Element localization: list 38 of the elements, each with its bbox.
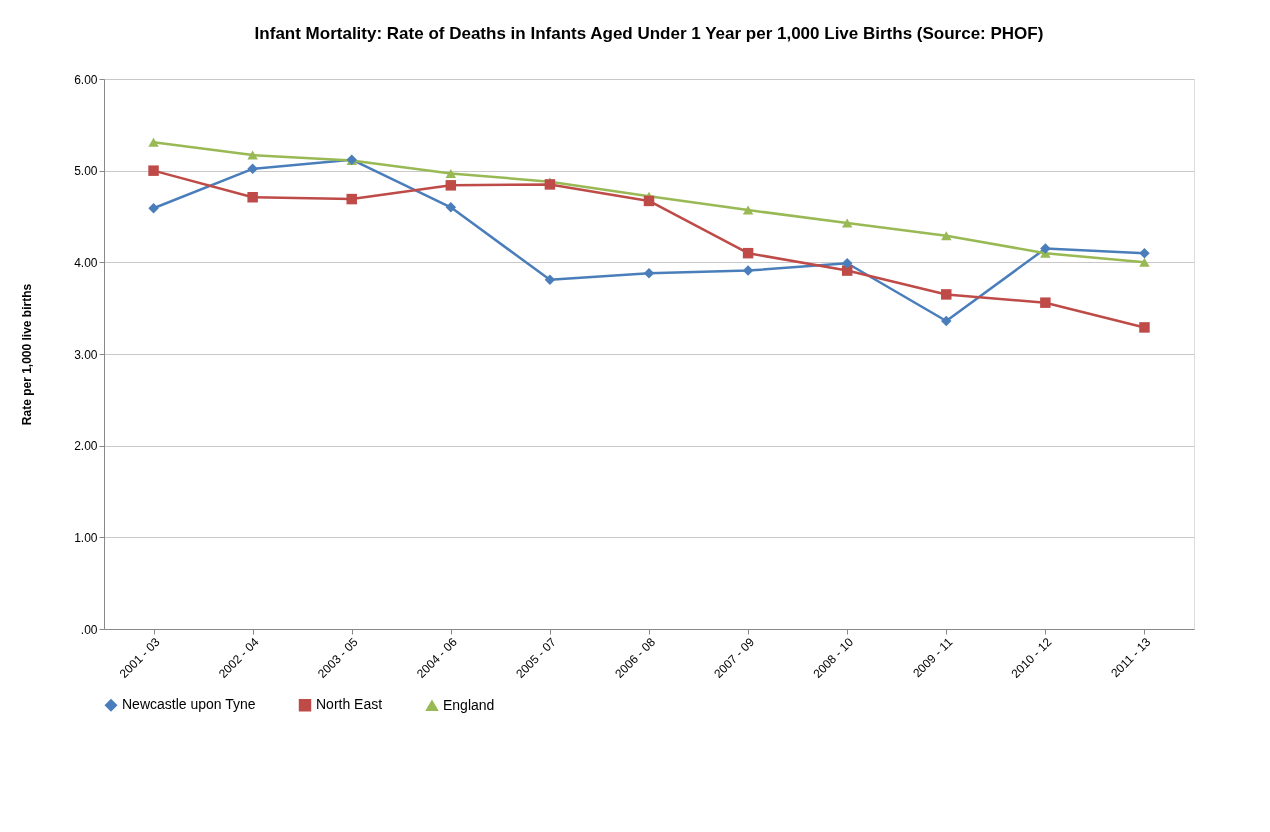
y-tick-label: .00 — [80, 622, 98, 637]
point — [247, 163, 258, 175]
point — [742, 247, 754, 259]
point — [643, 268, 655, 279]
legend-label: North East — [316, 696, 383, 713]
chart-title: Infant Mortality: Rate of Deaths in Infants Aged Under 1 Year per 1,000 Live Births (Source: PHOF) — [254, 24, 1044, 43]
point — [941, 231, 952, 241]
point — [1040, 243, 1051, 254]
point — [1139, 257, 1150, 267]
point — [841, 258, 853, 269]
point — [445, 168, 457, 178]
point — [841, 218, 853, 228]
point — [544, 274, 556, 285]
legend-label: Newcastle upon Tyne — [122, 696, 256, 713]
y-tick-label: 1.00 — [74, 530, 98, 545]
y-tick-label: 6.00 — [74, 72, 98, 87]
point — [1139, 322, 1150, 333]
point — [445, 180, 457, 191]
point — [148, 165, 159, 176]
point — [247, 192, 258, 203]
point — [941, 289, 952, 300]
point — [742, 265, 754, 276]
y-tick-label: 2.00 — [74, 439, 98, 454]
point — [742, 205, 754, 215]
legend-label: England — [443, 696, 495, 713]
y-tick-label: 3.00 — [74, 347, 98, 362]
point — [148, 137, 159, 147]
point — [148, 203, 159, 214]
y-tick-label: 5.00 — [74, 164, 98, 179]
y-axis-title: Rate per 1,000 live births — [20, 283, 35, 426]
point — [1139, 247, 1150, 259]
point — [643, 195, 655, 207]
y-tick-label: 4.00 — [74, 255, 98, 270]
point — [346, 193, 357, 205]
point — [247, 150, 258, 160]
point — [941, 315, 952, 327]
point — [445, 202, 457, 213]
point — [1040, 297, 1051, 308]
